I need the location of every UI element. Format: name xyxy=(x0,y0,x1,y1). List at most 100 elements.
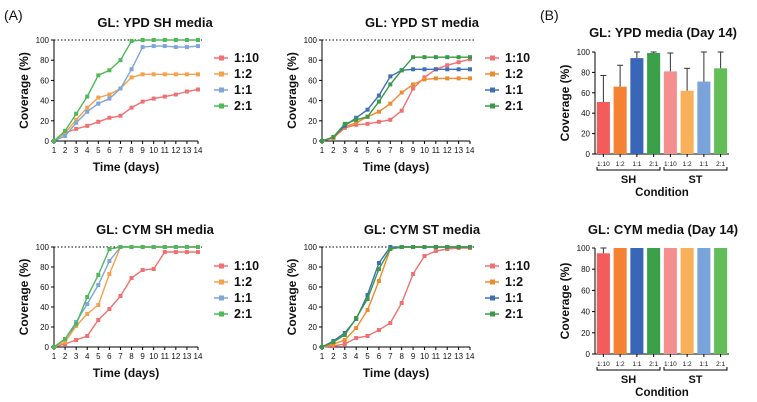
ypd_st-legend-label: 1:10 xyxy=(505,51,530,65)
cym_sh-ytick-label: 20 xyxy=(40,323,49,332)
cym_sh-xtick-label: 13 xyxy=(182,352,191,361)
cym_sh-xtick-label: 9 xyxy=(140,352,145,361)
ypd_sh-data-point xyxy=(151,72,156,77)
ypd_st-data-point xyxy=(411,86,416,91)
cym_sh-legend-marker xyxy=(219,311,224,317)
ypd_day14-bar xyxy=(680,90,694,154)
cym_st-data-point xyxy=(354,336,359,340)
ypd_st-xtick-label: 11 xyxy=(432,146,441,155)
cym_sh-xtick-label: 14 xyxy=(194,352,203,361)
ypd_sh-data-point xyxy=(140,72,145,77)
ypd_st-data-point xyxy=(354,117,359,122)
ypd_st-data-point xyxy=(433,55,438,60)
ypd_st-xtick-label: 13 xyxy=(454,146,463,155)
cym_day14-group-label: SH xyxy=(621,374,636,386)
ypd_st-ylabel: Coverage (%) xyxy=(285,52,299,129)
ypd_day14-ytick-label: 80 xyxy=(581,68,590,77)
cym_sh-xtick-label: 8 xyxy=(129,352,134,361)
ypd_st-data-point xyxy=(411,82,416,87)
cym_day14-group-bracket xyxy=(596,367,661,371)
ypd_day14-category-label: 1:1 xyxy=(699,161,708,168)
chart-cym_sh: GL: CYM SH media 0 20 40 60 80 100 Coverage (%)… xyxy=(17,222,259,380)
ypd_sh-xtick-label: 13 xyxy=(182,146,191,155)
cym_sh-xtick-label: 6 xyxy=(107,352,112,361)
ypd_day14-ylabel: Coverage (%) xyxy=(558,65,572,142)
cym_st-ytick-label: 80 xyxy=(308,263,317,272)
ypd_sh-data-point xyxy=(162,44,167,49)
ypd_sh-data-point xyxy=(85,109,90,114)
cym_st-data-point xyxy=(433,245,438,249)
ypd_sh-ytick-label: 80 xyxy=(40,56,49,65)
ypd_day14-xlabel: Condition xyxy=(635,187,689,199)
cym_day14-ytick-label: 80 xyxy=(581,265,590,274)
ypd_day14-bar xyxy=(714,68,728,154)
cym_day14-ytick-label: 20 xyxy=(581,329,590,338)
ypd_sh-data-point xyxy=(107,68,112,73)
ypd_sh-xlabel: Time (days) xyxy=(93,160,159,174)
ypd_st-data-point xyxy=(376,109,381,114)
cym_st-legend-marker xyxy=(490,295,495,301)
cym_day14-category-label: 1:1 xyxy=(632,361,641,368)
ypd_sh-series-line-2:1 xyxy=(53,39,198,142)
cym_st-data-point xyxy=(376,279,381,283)
cym_sh-data-point xyxy=(96,273,101,277)
ypd_sh-data-point xyxy=(63,128,68,133)
ypd_sh-data-point xyxy=(173,45,178,50)
cym_sh-legend-label: 1:10 xyxy=(234,259,259,273)
ypd_st-data-point xyxy=(388,101,393,106)
ypd_sh-data-point xyxy=(184,89,189,94)
ypd_sh-xtick-label: 8 xyxy=(129,146,134,155)
ypd_sh-legend-marker xyxy=(219,87,224,93)
cym_day14-category-label: 1:10 xyxy=(664,361,677,368)
ypd_day14-category-label: 1:2 xyxy=(616,161,625,168)
cym_st-data-point xyxy=(422,245,427,249)
ypd_st-xtick-label: 10 xyxy=(420,146,429,155)
cym_sh-series-line-2:1 xyxy=(53,246,198,348)
ypd_day14-bar xyxy=(630,58,644,155)
cym_sh-data-point xyxy=(107,307,112,311)
ypd_sh-data-point xyxy=(173,72,178,77)
cym_day14-bar xyxy=(647,248,661,354)
ypd_sh-data-point xyxy=(85,105,90,110)
cym_day14-group-label: ST xyxy=(688,374,702,386)
ypd_sh-data-point xyxy=(151,38,156,42)
ypd_st-data-point xyxy=(376,99,381,104)
cym_sh-data-point xyxy=(107,247,112,251)
cym_sh-series-line-1:1 xyxy=(53,246,198,348)
cym_day14-category-label: 1:2 xyxy=(616,361,625,368)
ypd_sh-legend-label: 1:1 xyxy=(234,83,252,97)
ypd_day14-bar xyxy=(613,86,627,154)
ypd_st-ytick-label: 60 xyxy=(308,76,317,85)
ypd_sh-ytick-label: 20 xyxy=(40,117,49,126)
ypd_day14-bar xyxy=(596,101,610,154)
cym_st-data-point xyxy=(342,342,347,346)
ypd_day14-category-label: 1:10 xyxy=(664,161,677,168)
cym_st-data-point xyxy=(365,297,370,301)
ypd_sh-data-point xyxy=(129,67,134,72)
cym_st-legend-label: 1:10 xyxy=(505,259,530,273)
ypd_st-data-point xyxy=(445,55,450,60)
cym_st-data-point xyxy=(445,245,450,249)
ypd_st-legend-marker xyxy=(490,71,495,77)
cym_sh-data-point xyxy=(52,345,56,349)
cym_st-data-point xyxy=(320,345,324,349)
ypd_sh-data-point xyxy=(151,96,156,101)
cym_st-legend-marker xyxy=(490,263,495,269)
cym_day14-bar xyxy=(680,248,694,354)
ypd_sh-xtick-label: 1 xyxy=(52,146,57,155)
cym_sh-data-point xyxy=(85,302,90,306)
cym_st-data-point xyxy=(422,254,427,258)
ypd_sh-data-point xyxy=(85,123,90,128)
cym_day14-bar xyxy=(596,253,610,354)
cym_st-data-point xyxy=(399,245,404,249)
ypd_sh-data-point xyxy=(129,75,134,80)
ypd_st-data-point xyxy=(445,67,450,72)
cym_sh-series-line-1:2 xyxy=(53,246,198,348)
cym_st-data-point xyxy=(411,245,416,249)
ypd_st-series-line-1:2 xyxy=(321,77,470,142)
ypd_day14-ytick-label: 60 xyxy=(581,89,590,98)
panel-label-a: (A) xyxy=(4,7,23,23)
cym_sh-data-point xyxy=(173,245,178,249)
cym_sh-ytick-label: 0 xyxy=(45,343,50,352)
ypd_day14-bar xyxy=(647,53,661,154)
